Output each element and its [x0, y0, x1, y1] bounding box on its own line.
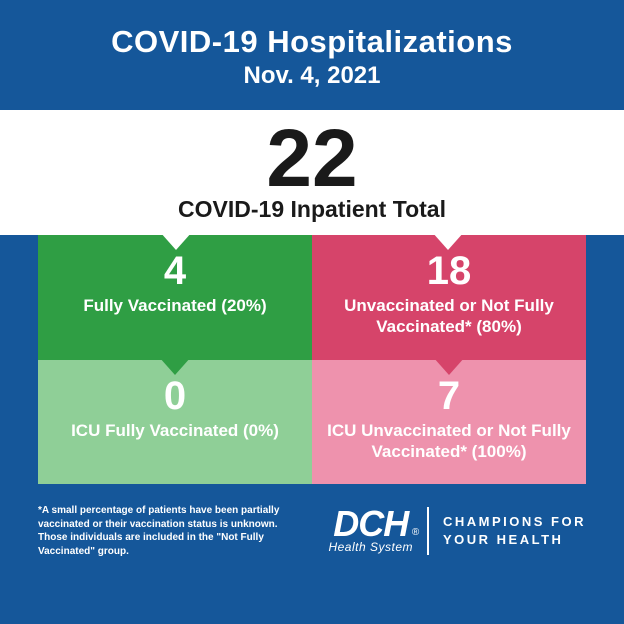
stat-label: Fully Vaccinated (20%) [48, 295, 302, 316]
tagline-line2: YOUR HEALTH [443, 531, 586, 549]
logo-tagline: CHAMPIONS FOR YOUR HEALTH [443, 513, 586, 548]
total-value: 22 [16, 118, 608, 200]
header: COVID-19 Hospitalizations Nov. 4, 2021 [0, 0, 624, 102]
vertical-divider [427, 507, 429, 555]
footer: *A small percentage of patients have bee… [0, 484, 624, 558]
stats-grid: 4 Fully Vaccinated (20%) 18 Unvaccinated… [38, 235, 586, 484]
stat-value: 4 [48, 251, 302, 291]
arrow-down-icon [432, 232, 464, 250]
logo-brand-text: DCH [333, 503, 408, 544]
page-date: Nov. 4, 2021 [16, 62, 608, 90]
dch-logo: DCH ® Health System [328, 508, 413, 553]
stat-value: 0 [48, 376, 302, 416]
stat-value: 7 [322, 376, 576, 416]
total-bar: 22 COVID-19 Inpatient Total [0, 110, 624, 235]
card-icu-fully-vaccinated: 0 ICU Fully Vaccinated (0%) [38, 360, 312, 485]
card-unvaccinated: 18 Unvaccinated or Not Fully Vaccinated*… [312, 235, 586, 360]
total-label: COVID-19 Inpatient Total [16, 196, 608, 223]
footnote-text: *A small percentage of patients have bee… [38, 504, 298, 558]
stat-label: ICU Fully Vaccinated (0%) [48, 420, 302, 441]
page-title: COVID-19 Hospitalizations [16, 24, 608, 60]
card-icu-unvaccinated: 7 ICU Unvaccinated or Not Fully Vaccinat… [312, 360, 586, 485]
stat-label: ICU Unvaccinated or Not Fully Vaccinated… [322, 420, 576, 463]
arrow-down-icon [160, 232, 192, 250]
logo-block: DCH ® Health System CHAMPIONS FOR YOUR H… [316, 507, 586, 555]
card-fully-vaccinated: 4 Fully Vaccinated (20%) [38, 235, 312, 360]
registered-icon: ® [412, 528, 418, 537]
tagline-line1: CHAMPIONS FOR [443, 513, 586, 531]
stat-value: 18 [322, 251, 576, 291]
logo-brand: DCH ® [333, 508, 408, 540]
stat-label: Unvaccinated or Not Fully Vaccinated* (8… [322, 295, 576, 338]
